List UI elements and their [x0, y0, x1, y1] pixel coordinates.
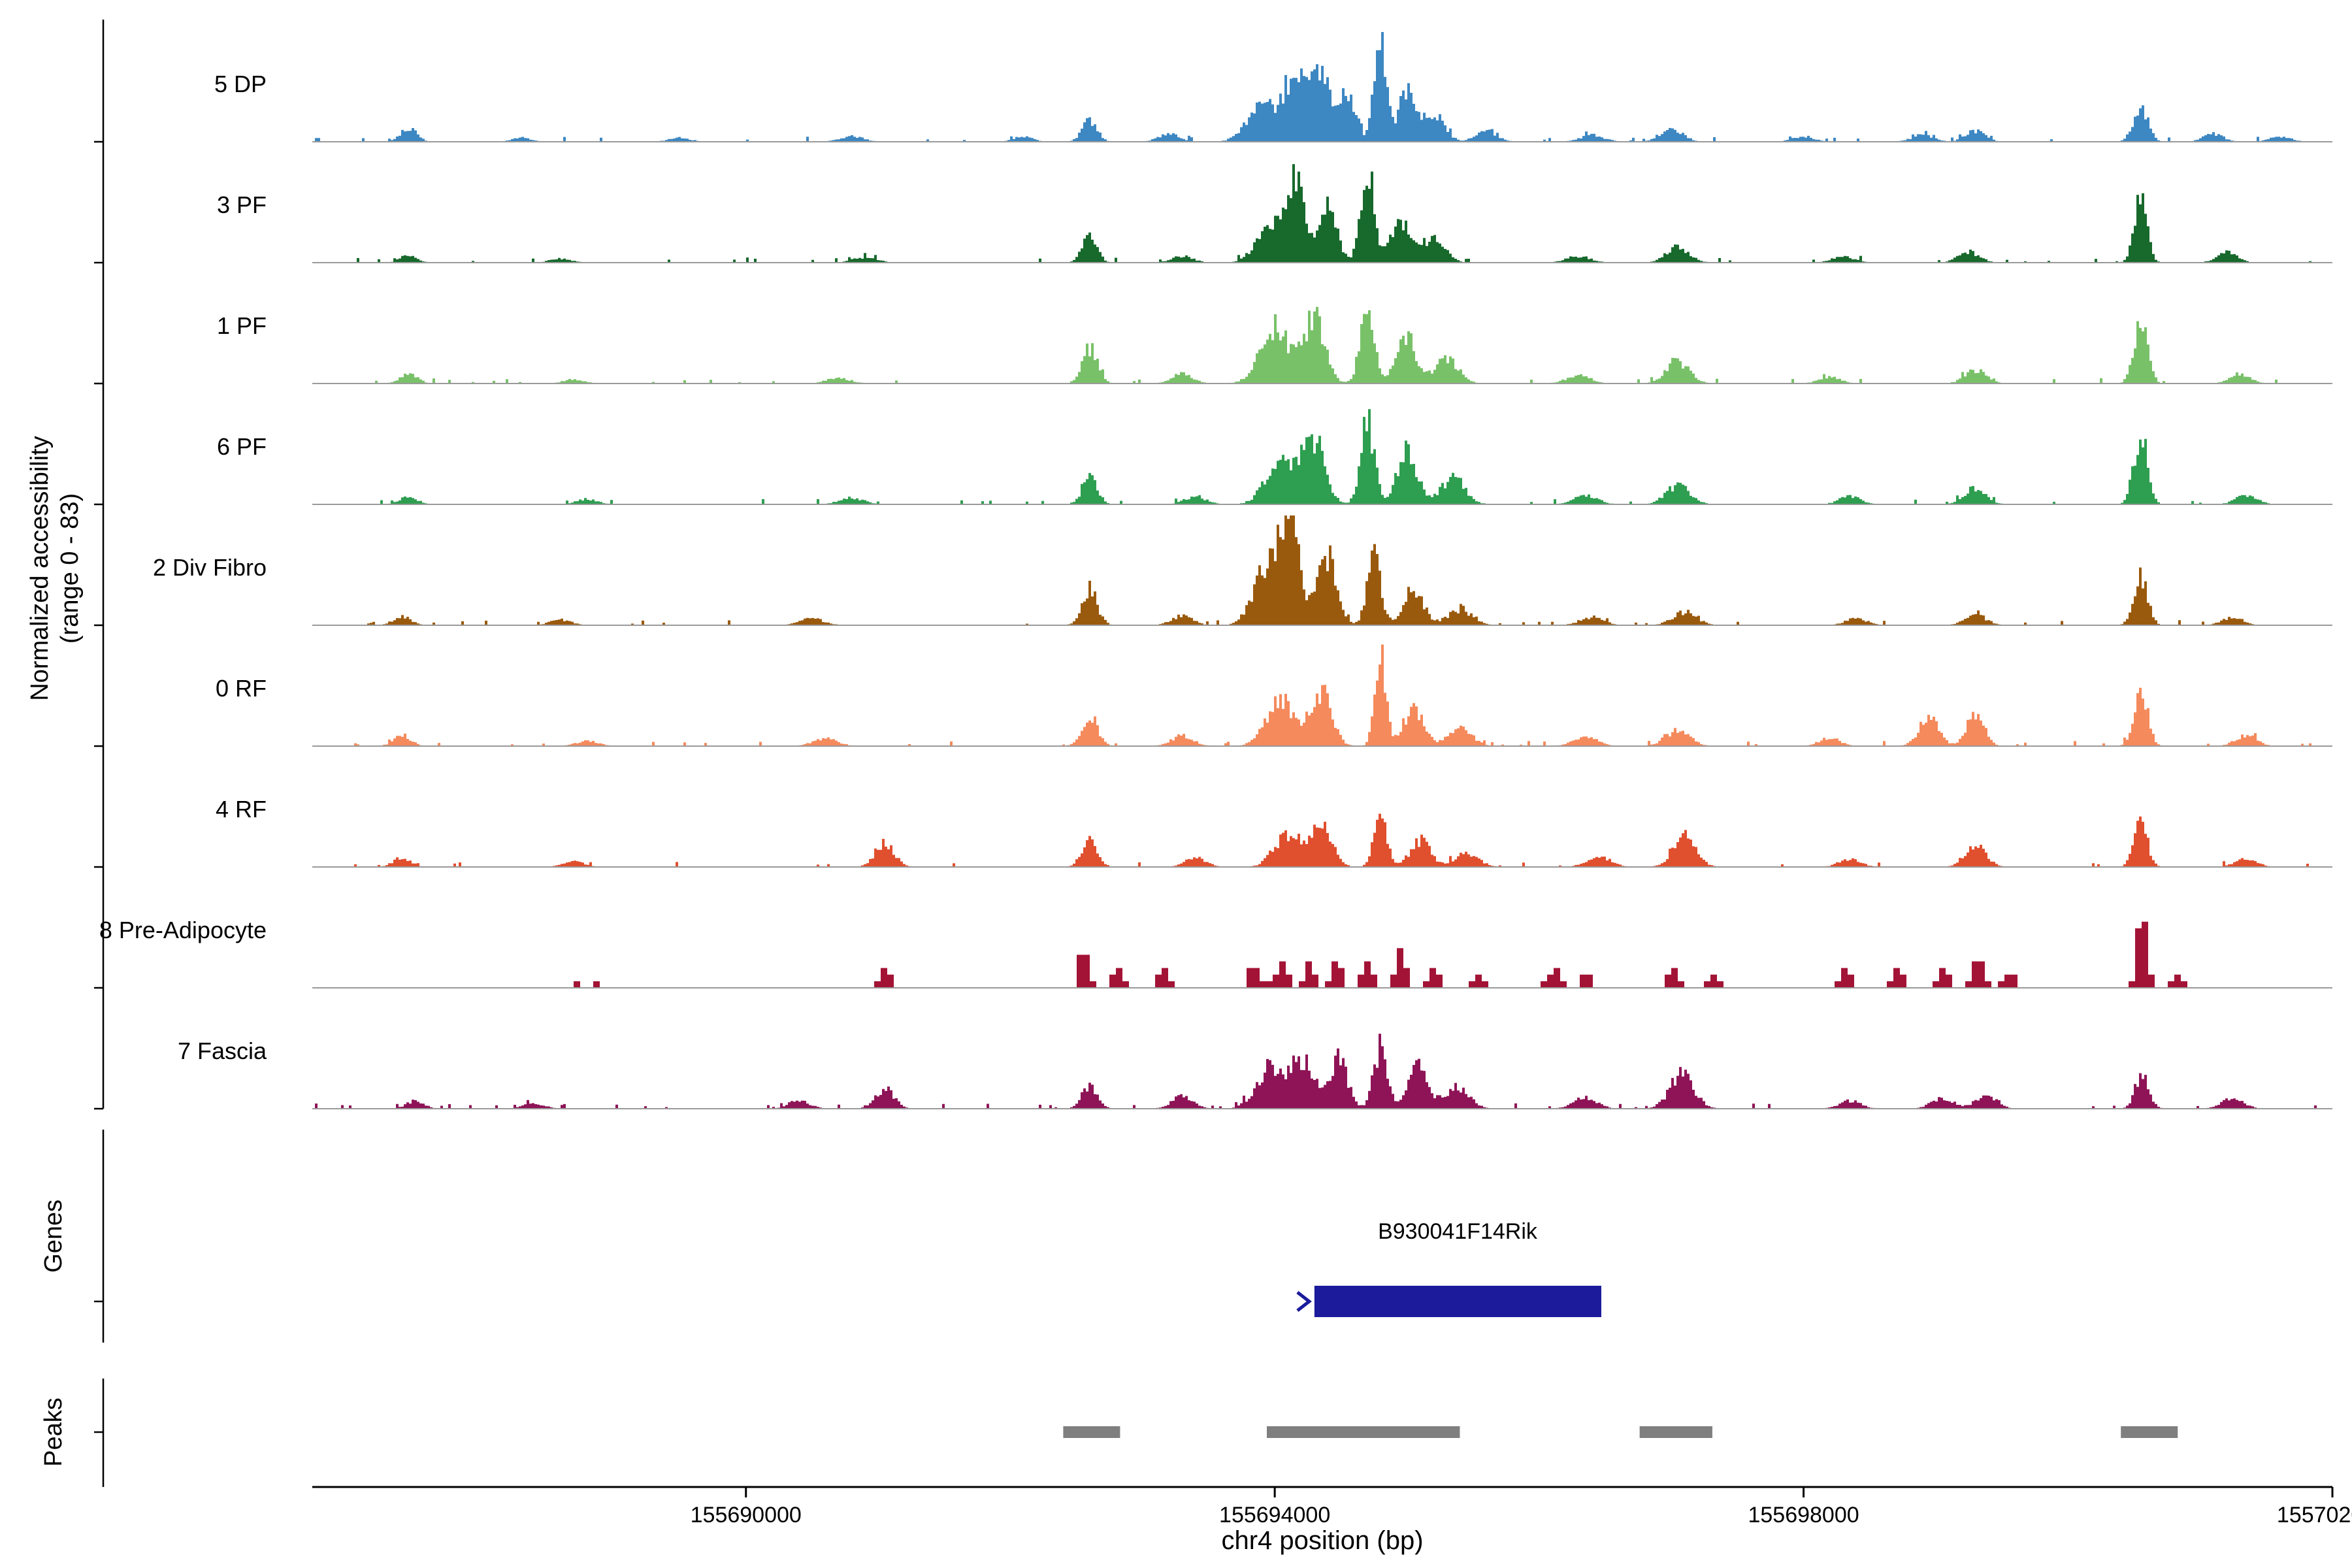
gene-body: [1314, 1286, 1601, 1317]
genes-section-label: Genes: [40, 1200, 67, 1273]
coverage-area-5-dp: [312, 32, 2332, 142]
coverage-area-3-pf: [312, 164, 2332, 263]
y-axis-label-line2: (range 0 - 83): [56, 493, 84, 644]
peak-region-bar: [1063, 1426, 1120, 1438]
peaks-section-label: Peaks: [40, 1397, 67, 1467]
coverage-area-0-rf: [312, 644, 2332, 746]
gene-name-label: B930041F14Rik: [1378, 1219, 1537, 1244]
coverage-area-4-rf: [312, 813, 2332, 867]
peak-region-bar: [2121, 1426, 2178, 1438]
y-axis-label: Normalized accessibility (range 0 - 83): [25, 436, 85, 700]
coverage-area-1-pf: [312, 306, 2332, 384]
peak-region-bar: [1639, 1426, 1712, 1438]
peak-region-bar: [1267, 1426, 1460, 1438]
coverage-area-8-pre-adipocyte: [312, 921, 2332, 988]
x-axis-title: chr4 position (bp): [1221, 1526, 1424, 1555]
y-axis-label-line1: Normalized accessibility: [26, 436, 54, 701]
coverage-area-6-pf: [312, 409, 2332, 504]
coverage-area-7-fascia: [312, 1034, 2332, 1109]
coverage-area-2-div-fibro: [312, 515, 2332, 625]
gene-strand-arrow-icon: [1296, 1291, 1312, 1312]
